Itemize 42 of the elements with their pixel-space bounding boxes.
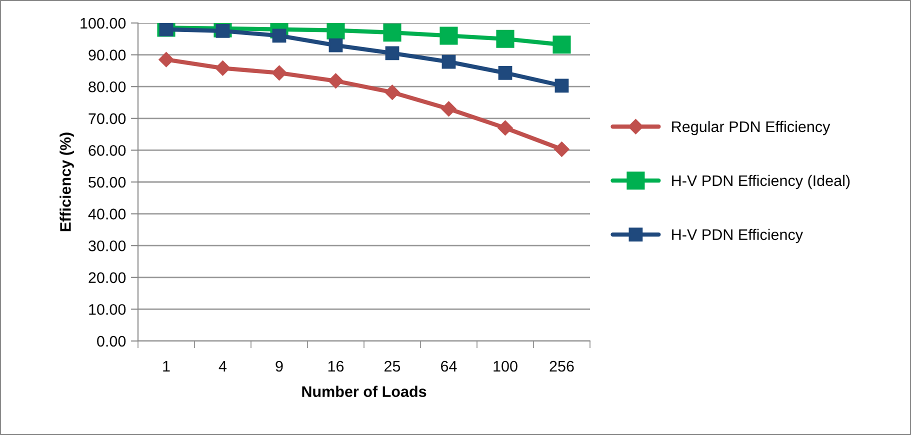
y-tick-label: 10.00 xyxy=(89,304,126,315)
x-tick-label: 64 xyxy=(441,360,457,372)
x-tick-label: 256 xyxy=(550,360,574,372)
point xyxy=(498,120,513,136)
point xyxy=(442,54,456,69)
x-tick-label: 100 xyxy=(494,360,518,372)
point xyxy=(552,36,571,54)
y-tick-label: 0.00 xyxy=(97,336,126,347)
point xyxy=(554,78,569,93)
point xyxy=(328,73,344,88)
point xyxy=(498,66,512,80)
point xyxy=(326,23,345,40)
x-tick-label: 25 xyxy=(384,360,400,372)
y-tick-label: 70.00 xyxy=(88,113,126,124)
point xyxy=(383,24,402,42)
y-tick-label: 40.00 xyxy=(88,208,126,220)
x-axis-title: Number of Loads xyxy=(302,386,426,398)
legend-label: H-V PDN Efficiency (Ideal) xyxy=(672,174,850,190)
point xyxy=(384,84,400,100)
x-tick-label: 1 xyxy=(163,361,170,372)
x-tick-label: 4 xyxy=(218,361,227,372)
point xyxy=(272,65,287,80)
y-tick-label: 30.00 xyxy=(88,240,126,252)
legend-label: H-V PDN Efficiency xyxy=(672,228,803,244)
point xyxy=(328,38,343,52)
y-tick-label: 60.00 xyxy=(88,145,126,156)
y-tick-label: 50.00 xyxy=(88,176,126,188)
point xyxy=(385,46,400,60)
point xyxy=(158,52,174,68)
y-tick-label: 80.00 xyxy=(88,81,126,92)
point xyxy=(496,30,514,48)
x-tick-label: 16 xyxy=(328,360,344,372)
y-tick-label: 90.00 xyxy=(88,50,126,60)
point xyxy=(440,26,458,45)
point xyxy=(441,101,456,116)
point xyxy=(215,60,230,76)
y-axis-title: Efficiency (%) xyxy=(60,132,74,232)
x-tick-label: 9 xyxy=(276,360,283,372)
point xyxy=(554,142,570,157)
y-tick-label: 100.00 xyxy=(80,18,126,29)
legend-label: Regular PDN Efficiency xyxy=(672,120,830,136)
y-tick-label: 20.00 xyxy=(88,272,126,284)
